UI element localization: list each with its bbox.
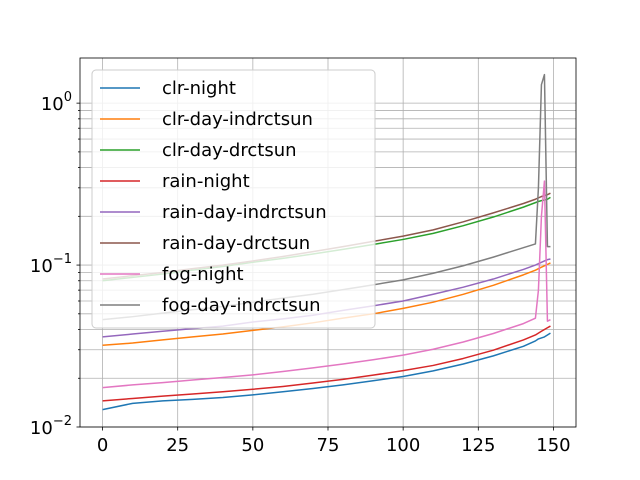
legend-label: fog-night bbox=[162, 264, 244, 285]
y-tick-label: 10−1 bbox=[30, 252, 72, 277]
x-tick-label: 125 bbox=[461, 435, 495, 456]
y-tick-label: 100 bbox=[41, 90, 72, 115]
legend-label: rain-night bbox=[162, 171, 250, 192]
x-tick-label: 75 bbox=[317, 435, 340, 456]
legend-label: clr-day-indrctsun bbox=[162, 109, 313, 130]
series-line-clr-night bbox=[102, 332, 551, 411]
y-tick-base: 10 bbox=[41, 94, 64, 115]
legend-label: rain-day-indrctsun bbox=[162, 202, 327, 223]
y-tick-base: 10 bbox=[30, 256, 53, 277]
y-tick-exponent: 0 bbox=[64, 90, 72, 105]
x-tick-label: 150 bbox=[536, 435, 570, 456]
legend-label: fog-day-indrctsun bbox=[162, 295, 321, 316]
y-tick-exponent: −2 bbox=[53, 414, 72, 429]
legend-label: clr-night bbox=[162, 78, 236, 99]
legend-label: rain-day-drctsun bbox=[162, 233, 310, 254]
legend-label: clr-day-drctsun bbox=[162, 140, 297, 161]
x-tick-label: 0 bbox=[97, 435, 108, 456]
y-tick-exponent: −1 bbox=[53, 252, 72, 267]
y-tick-base: 10 bbox=[30, 418, 53, 439]
series-line-clr-day-indrctsun bbox=[102, 262, 551, 346]
x-axis: 0 25 50 75 100 125 150 bbox=[97, 427, 571, 456]
series-line-rain-night bbox=[102, 325, 551, 402]
x-tick-label: 50 bbox=[241, 435, 264, 456]
x-tick-label: 100 bbox=[386, 435, 420, 456]
series-line-fog-night bbox=[102, 180, 551, 389]
x-tick-label: 25 bbox=[166, 435, 189, 456]
legend-box bbox=[91, 69, 376, 329]
y-tick-label: 10−2 bbox=[30, 414, 72, 439]
legend: clr-night clr-day-indrctsun clr-day-drctsu… bbox=[91, 69, 376, 329]
